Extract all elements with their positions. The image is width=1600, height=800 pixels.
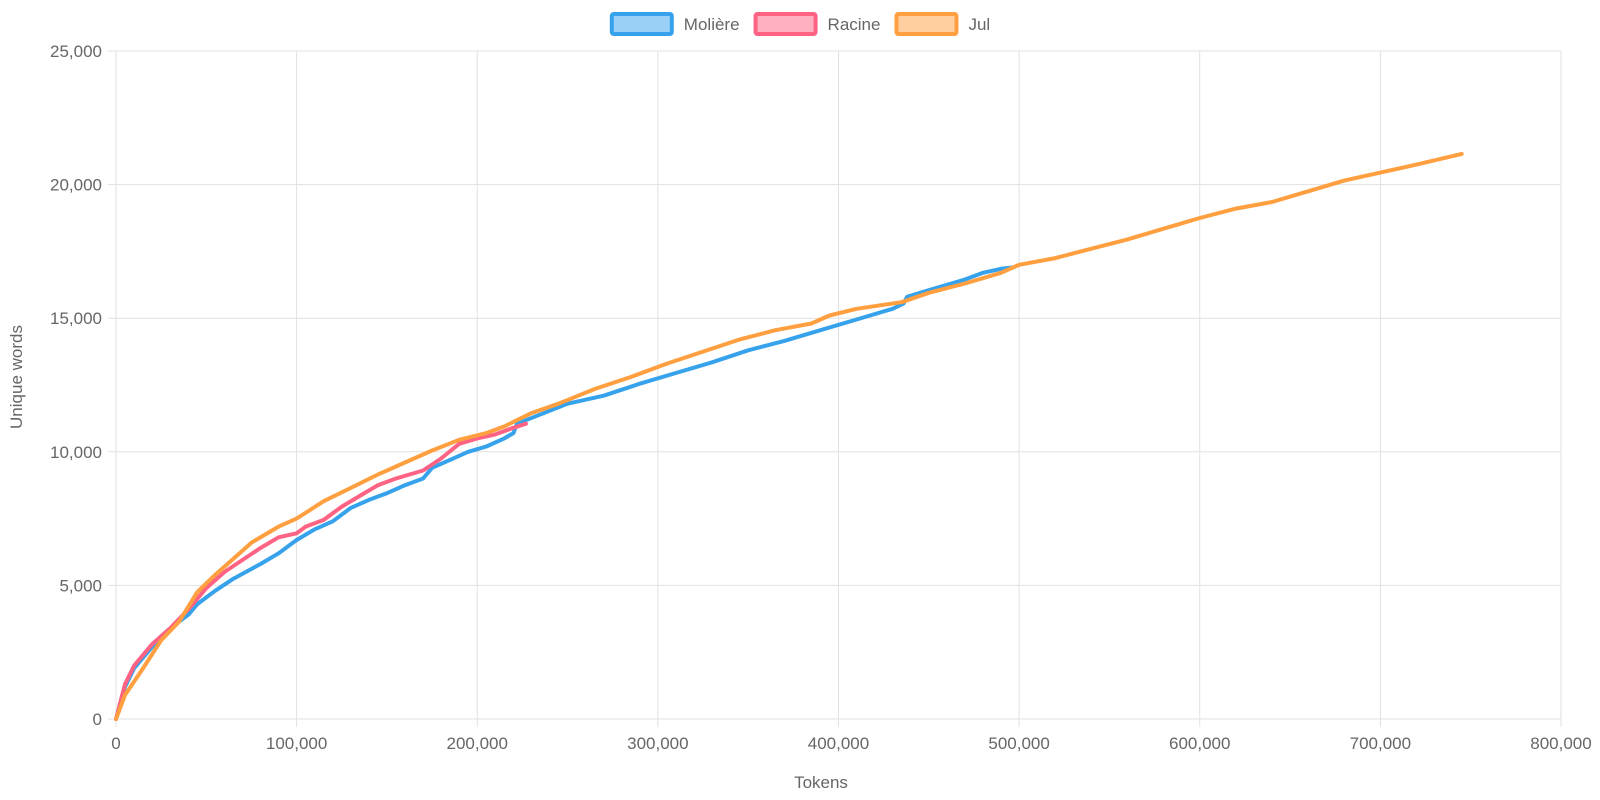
y-tick-label: 5,000 [59,576,102,595]
x-tick-label: 0 [111,734,120,753]
legend-swatch [609,12,674,36]
x-tick-label: 400,000 [808,734,869,753]
x-axis-ticks: 0 100,000 200,000 300,000 400,000 500,000 600,… [111,734,1591,753]
x-tick-label: 700,000 [1350,734,1411,753]
legend-swatch [894,12,959,36]
y-tick-label: 15,000 [50,309,102,328]
x-tick-label: 100,000 [266,734,327,753]
y-axis-ticks: 0 5,000 10,000 15,000 20,000 25,000 [50,42,102,729]
x-tick-label: 800,000 [1530,734,1591,753]
series-line-moli-re [114,265,1016,721]
y-gridlines [108,50,1561,720]
x-axis-title: Tokens [794,773,848,792]
legend-item-racine[interactable]: Racine [753,12,881,36]
series-layer [114,151,1464,721]
legend: Molière Racine Jul [609,12,990,36]
y-tick-label: 10,000 [50,443,102,462]
legend-label: Molière [684,15,740,34]
legend-item-moli-re[interactable]: Molière [609,12,740,36]
y-tick-label: 0 [93,710,102,729]
x-tick-label: 500,000 [988,734,1049,753]
y-axis-title: Unique words [7,325,26,429]
x-tick-label: 600,000 [1169,734,1230,753]
legend-label: Racine [828,15,881,34]
series-line-racine [114,421,528,721]
legend-swatch [753,12,818,36]
legend-item-jul[interactable]: Jul [894,12,990,36]
legend-label: Jul [968,15,990,34]
x-tick-label: 200,000 [447,734,508,753]
x-gridlines [115,51,1562,727]
series-line-jul [114,151,1464,721]
x-tick-label: 300,000 [627,734,688,753]
y-tick-label: 25,000 [50,42,102,61]
y-tick-label: 20,000 [50,176,102,195]
